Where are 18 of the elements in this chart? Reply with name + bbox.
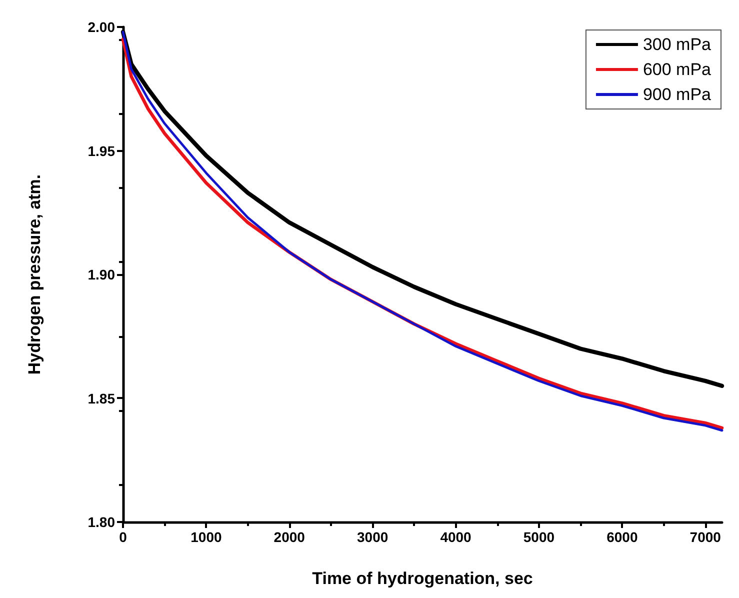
x-axis-title: Time of hydrogenation, sec (312, 569, 533, 588)
x-tick-label: 0 (119, 529, 128, 545)
x-tick-label: 1000 (190, 529, 222, 545)
y-tick-label: 1.90 (88, 266, 116, 282)
x-tick-label: 2000 (274, 529, 306, 545)
x-tick-label: 7000 (690, 529, 722, 545)
x-tick-label: 6000 (606, 529, 638, 545)
y-tick-label: 2.00 (88, 19, 116, 35)
legend-label: 300 mPa (642, 35, 712, 54)
legend-label: 600 mPa (642, 60, 712, 79)
y-tick-label: 1.85 (88, 390, 116, 406)
y-tick-label: 1.95 (88, 142, 116, 159)
legend-label: 900 mPa (642, 85, 712, 104)
x-tick-label: 3000 (357, 529, 388, 545)
x-tick-label: 4000 (440, 529, 472, 545)
y-axis-title: Hydrogen pressure, atm. (25, 174, 44, 375)
x-tick-label: 5000 (523, 529, 555, 545)
y-tick-label: 1.80 (88, 514, 116, 530)
